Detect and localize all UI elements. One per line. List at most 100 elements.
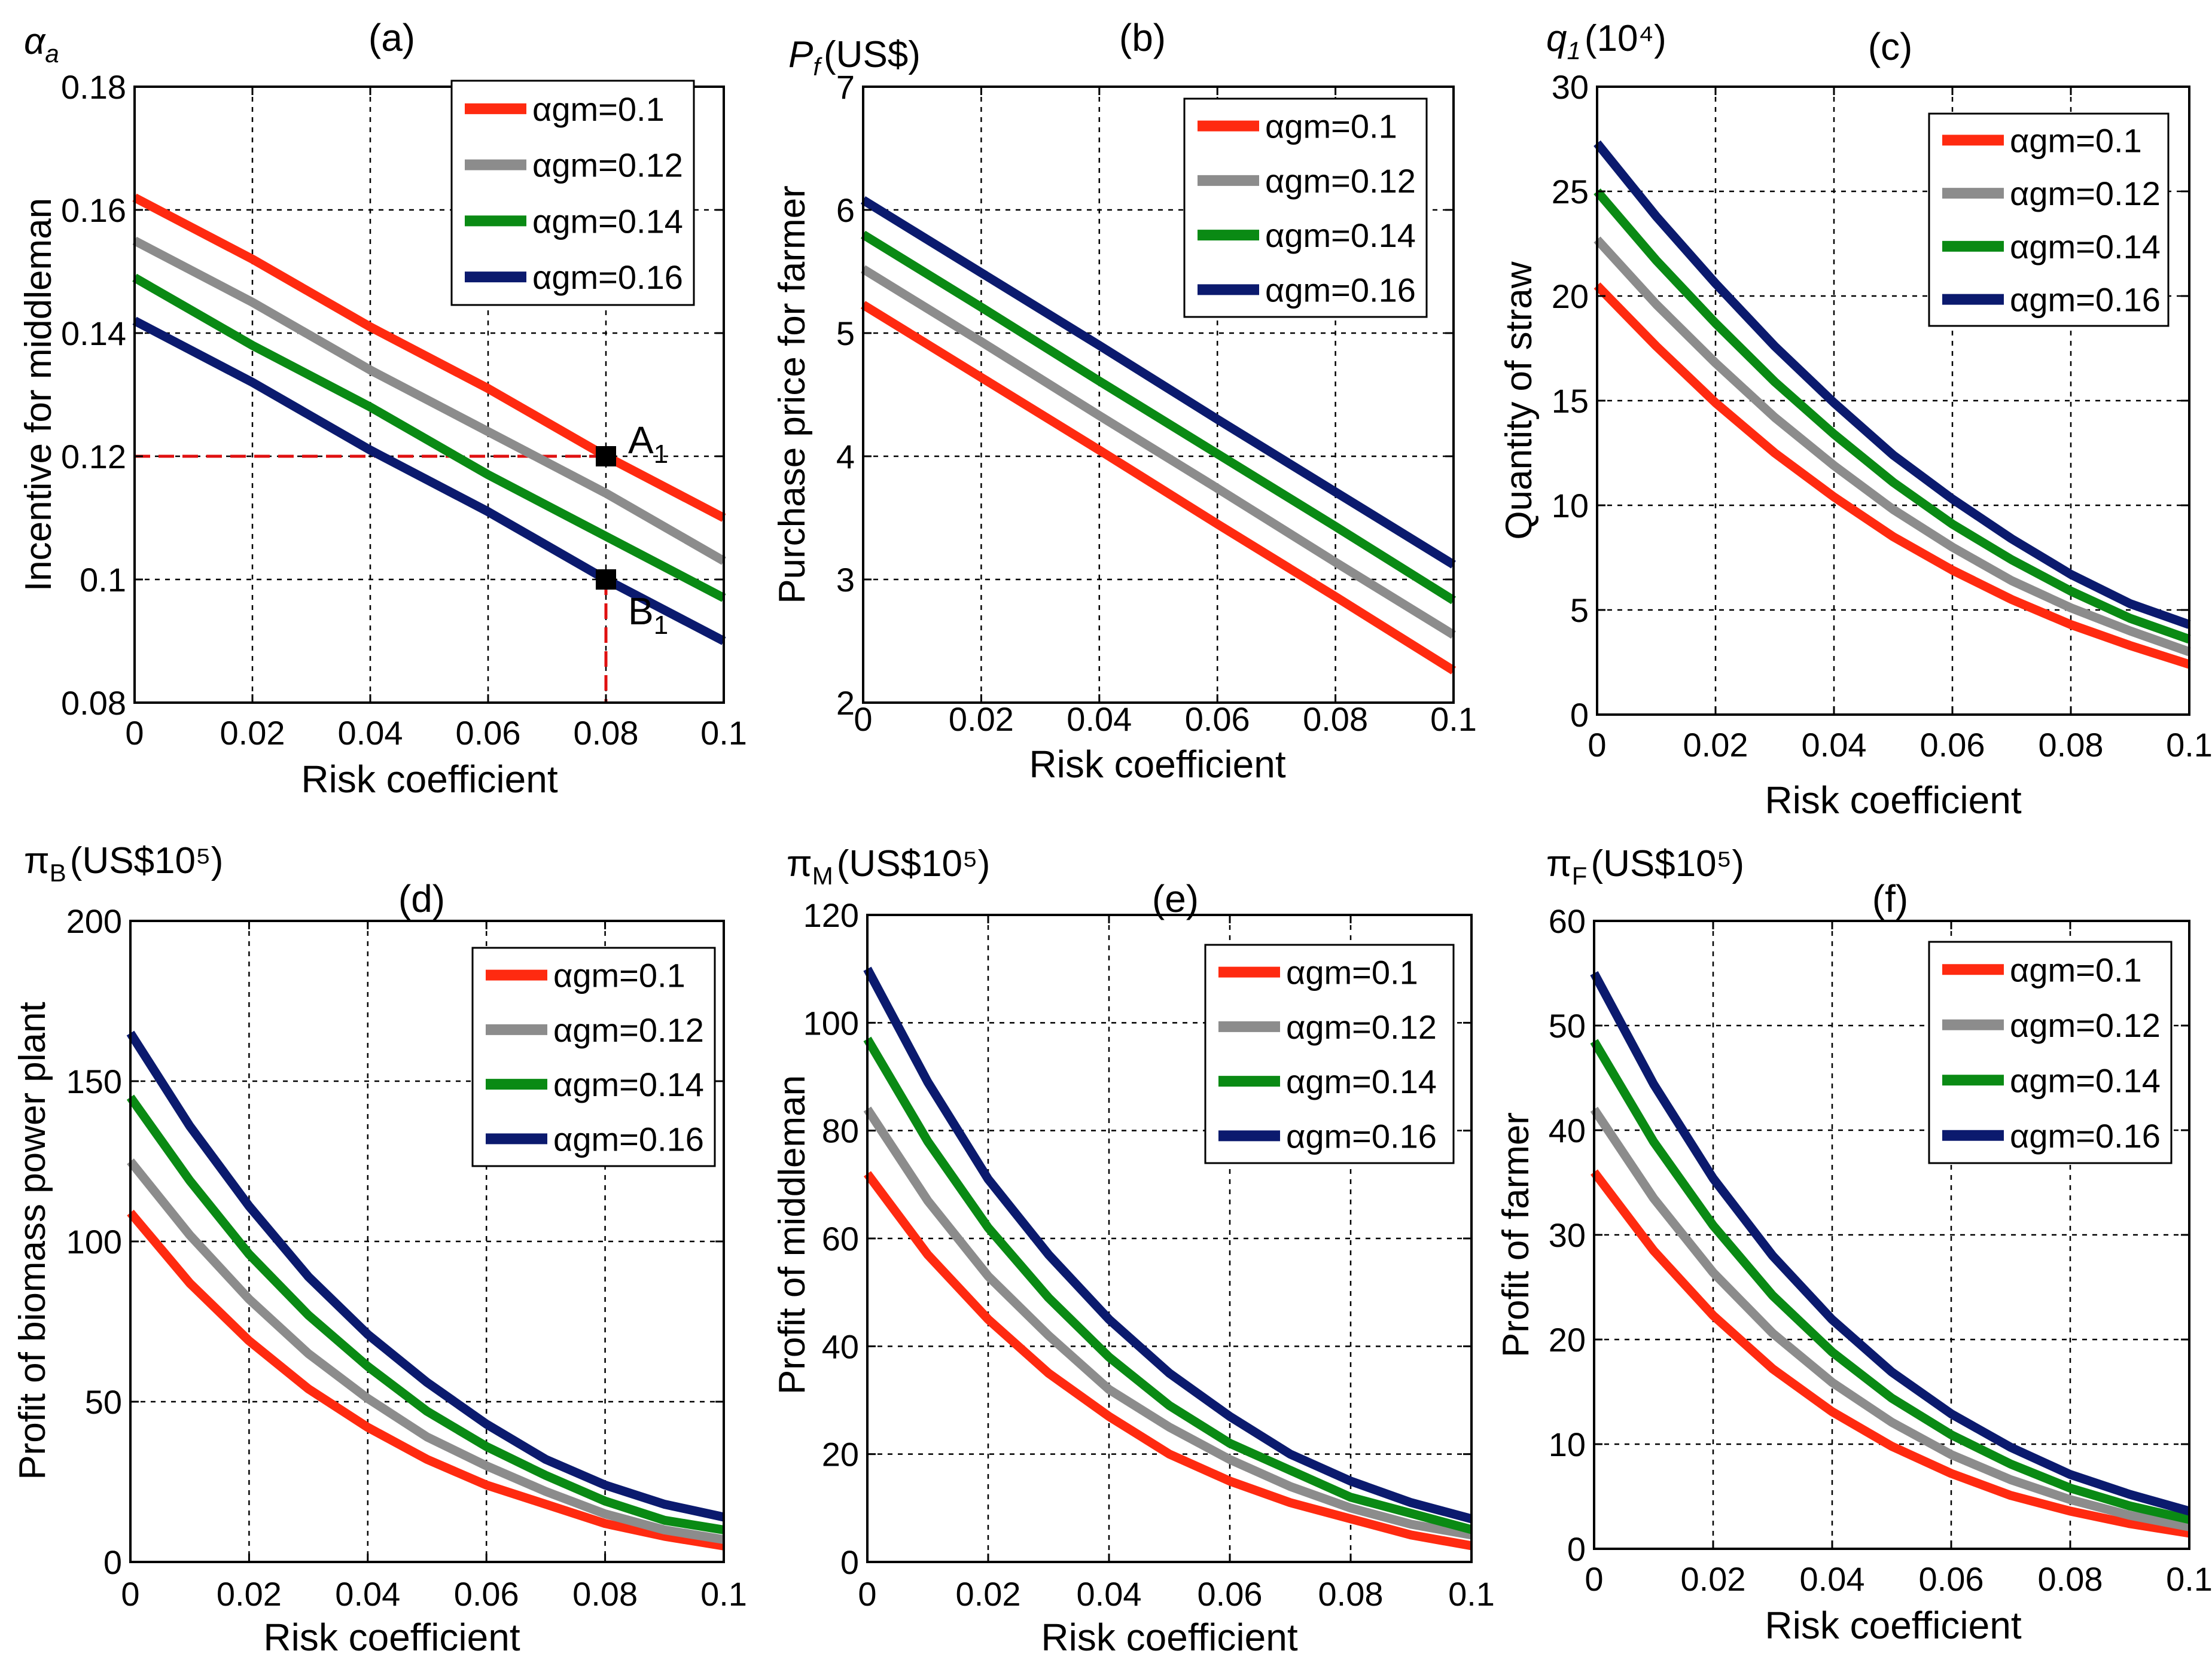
- legend-label-1: αgm=0.1: [1265, 108, 1397, 145]
- legend-label-2: αgm=0.12: [553, 1011, 704, 1049]
- ytick-label: 20: [1552, 277, 1589, 315]
- ticks: 0 0.02 0.04 0.06 0.08 0.1 0.08 0.1 0.12 0.14 0.16 0…: [61, 68, 747, 752]
- ytick-label: 0: [840, 1543, 859, 1581]
- ytick-label: 0.08: [61, 684, 126, 722]
- series-lines: [126, 1030, 725, 1551]
- xtick-label: 0.02: [217, 1575, 282, 1613]
- ytick-label: 100: [803, 1004, 859, 1042]
- series-lines: [132, 193, 726, 645]
- xtick-label: 0.02: [956, 1575, 1021, 1613]
- xtick-label: 0.04: [338, 714, 403, 752]
- series-lines: [1590, 971, 2191, 1538]
- xtick-label: 0: [1588, 726, 1606, 764]
- ticks: 0 0.02 0.04 0.06 0.08 0.1 0 50 100 150 200: [66, 902, 747, 1613]
- xtick-label: 0: [125, 714, 144, 752]
- ytick-label: 120: [803, 896, 859, 934]
- xtick-label: 0.1: [2166, 1560, 2212, 1598]
- ytick-label: 100: [66, 1223, 122, 1261]
- ytick-label: 0.12: [61, 438, 126, 475]
- xtick-label: 0.06: [456, 714, 521, 752]
- ytick-label: 60: [1549, 902, 1586, 940]
- series-line-4: [1590, 971, 2191, 1516]
- legend-box: [450, 80, 695, 306]
- xtick-label: 0.06: [1919, 1560, 1984, 1598]
- legend-label-2: αgm=0.12: [2010, 175, 2161, 212]
- unit-label: πB(US$10⁵): [24, 840, 223, 887]
- xtick-label: 0.1: [1448, 1575, 1495, 1613]
- ytick-label: 50: [85, 1383, 122, 1421]
- ticks: 0 0.02 0.04 0.06 0.08 0.1 0 10 20 30 40 50 60: [1549, 902, 2212, 1598]
- xtick-label: 0.1: [700, 1575, 747, 1613]
- xtick-label: 0.06: [1185, 700, 1250, 738]
- gridlines: [130, 921, 724, 1562]
- series-line-1: [1591, 1169, 2190, 1538]
- ytick-label: 20: [1549, 1321, 1586, 1359]
- ytick-label: 80: [822, 1112, 859, 1150]
- series-line-4: [1594, 140, 2191, 629]
- xtick-label: 0.08: [572, 1575, 638, 1613]
- legend: αgm=0.1 αgm=0.12 αgm=0.14 αgm=0.16: [1204, 944, 1455, 1164]
- xtick-label: 0.08: [2039, 726, 2104, 764]
- legend-label-3: αgm=0.14: [553, 1066, 704, 1103]
- unit-label: q1(10⁴): [1546, 18, 1666, 65]
- ytick-label: 60: [822, 1220, 859, 1258]
- ytick-label: 0.18: [61, 68, 126, 106]
- x-axis-label: Risk coefficient: [1765, 779, 2021, 822]
- ytick-label: 30: [1552, 68, 1589, 106]
- ytick-label: 4: [836, 438, 855, 475]
- series-lines: [861, 196, 1456, 675]
- ytick-label: 0.16: [61, 191, 126, 229]
- series-line-3: [126, 1094, 725, 1534]
- legend-label-4: αgm=0.16: [532, 258, 683, 296]
- series-line-2: [1594, 236, 2191, 657]
- gridlines: [867, 915, 1471, 1562]
- y-axis-label: Profit of farmer: [1495, 1112, 1537, 1357]
- legend-label-2: αgm=0.12: [1265, 162, 1416, 200]
- series-lines: [863, 966, 1473, 1551]
- ytick-label: 25: [1552, 173, 1589, 210]
- ytick-label: 7: [836, 68, 855, 106]
- series-line-1: [1594, 282, 2191, 669]
- ytick-label: 0.1: [80, 561, 126, 599]
- panel-title: (a): [368, 16, 415, 59]
- series-line-2: [132, 236, 726, 565]
- ytick-label: 40: [1549, 1112, 1586, 1149]
- legend-label-3: αgm=0.14: [1265, 216, 1416, 254]
- annotation-A1: A1: [628, 419, 668, 469]
- xtick-label: 0.1: [700, 714, 747, 752]
- panel-e: 0 0.02 0.04 0.06 0.08 0.1 0 20 40 60 80 100 120 Risk …: [772, 843, 1495, 1659]
- legend-label-1: αgm=0.1: [553, 957, 685, 994]
- ytick-label: 5: [836, 315, 855, 352]
- ticks: 0 0.02 0.04 0.06 0.08 0.1 2 3 4 5 6 7: [836, 68, 1477, 738]
- xtick-label: 0.1: [1430, 700, 1477, 738]
- xtick-label: 0.06: [1920, 726, 1985, 764]
- ytick-label: 10: [1549, 1426, 1586, 1463]
- xtick-label: 0: [854, 700, 872, 738]
- x-axis-label: Risk coefficient: [301, 758, 557, 801]
- legend-box: [1204, 944, 1455, 1164]
- xtick-label: 0.08: [1318, 1575, 1384, 1613]
- series-line-1: [132, 193, 726, 522]
- legend-label-1: αgm=0.1: [2010, 121, 2142, 159]
- panel-title: (e): [1152, 877, 1199, 920]
- series-line-4: [861, 196, 1456, 569]
- legend: αgm=0.1 αgm=0.12 αgm=0.14 αgm=0.16: [1928, 941, 2173, 1164]
- series-line-2: [863, 1106, 1473, 1540]
- series-line-3: [1590, 1039, 2190, 1524]
- xtick-label: 0.06: [1198, 1575, 1263, 1613]
- ytick-label: 0: [1570, 696, 1589, 734]
- panel-title: (c): [1868, 25, 1913, 68]
- series-line-4: [126, 1030, 725, 1522]
- ytick-label: 10: [1552, 487, 1589, 524]
- legend: αgm=0.1 αgm=0.12 αgm=0.14 αgm=0.16: [450, 80, 695, 306]
- xtick-label: 0.08: [574, 714, 639, 752]
- y-axis-label: Incentive for middleman: [18, 198, 59, 591]
- axes-frame: [133, 86, 725, 704]
- ytick-label: 5: [1570, 591, 1589, 629]
- marker-A1: [596, 446, 616, 466]
- x-axis-label: Risk coefficient: [263, 1616, 520, 1659]
- y-axis-label: Quantity of straw: [1498, 261, 1540, 539]
- xtick-label: 0.04: [335, 1575, 400, 1613]
